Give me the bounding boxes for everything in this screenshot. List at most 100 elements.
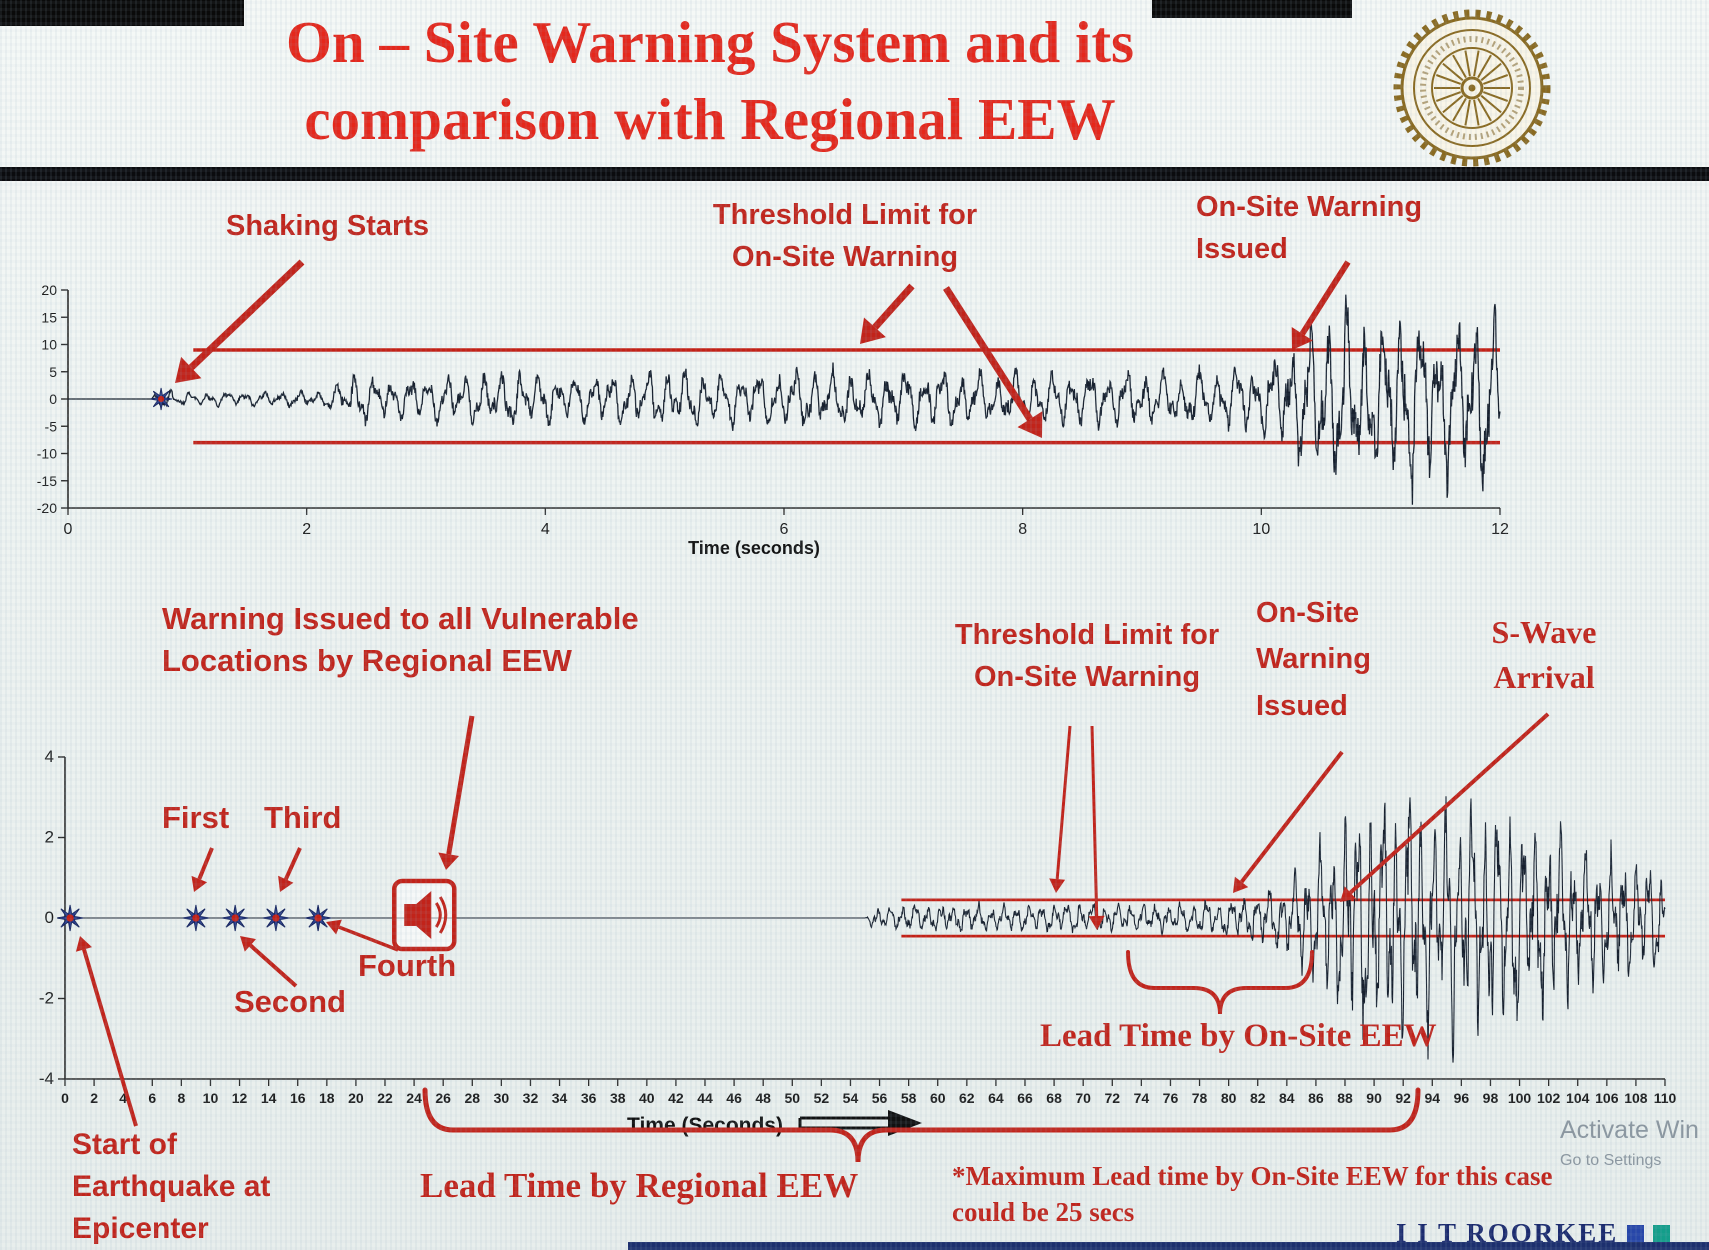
svg-text:44: 44 — [697, 1090, 713, 1106]
svg-text:100: 100 — [1508, 1090, 1532, 1106]
iit-roorkee-logo — [1393, 9, 1551, 167]
svg-text:-5: -5 — [45, 418, 58, 434]
svg-text:-20: -20 — [37, 500, 57, 516]
logo-arc-text — [1420, 36, 1524, 140]
iit-roorkee-wordmark: I I T ROORKEE — [1396, 1218, 1619, 1248]
logo-gear-ring — [1393, 9, 1551, 167]
logo-chakra-spokes — [1434, 50, 1510, 126]
x-axis-label: Time (Seconds) — [627, 1114, 783, 1137]
label-p-wave-fourth: Fourth — [358, 948, 457, 983]
svg-text:48: 48 — [755, 1090, 771, 1106]
time-axis-arrow-icon — [798, 1110, 922, 1136]
svg-text:8: 8 — [1018, 521, 1027, 538]
label-onsite-warning-issued-top: On-Site Warning Issued — [1196, 191, 1423, 266]
svg-text:106: 106 — [1595, 1090, 1619, 1106]
svg-text:56: 56 — [872, 1090, 888, 1106]
label-lead-time-onsite: Lead Time by On-Site EEW — [1040, 1018, 1437, 1054]
label-epicenter: Start of Earthquake at Epicenter — [72, 1128, 271, 1245]
svg-text:88: 88 — [1337, 1090, 1353, 1106]
svg-text:4: 4 — [119, 1090, 127, 1106]
p-wave-star-marker — [150, 387, 173, 411]
label-s-wave-arrival: S-Wave Arrival — [1491, 614, 1597, 695]
label-regional-warning: Warning Issued to all Vulnerable Locatio… — [162, 601, 639, 678]
regional-vs-onsite-timeline-chart: 420-2-40 2 4 6 8 10 12 14 16 18 20 22 24 26 28 30 32 34 36… — [39, 747, 1677, 1137]
svg-text:64: 64 — [988, 1090, 1004, 1106]
label-threshold-limit-bottom: Threshold Limit for On-Site Warning — [954, 619, 1220, 694]
svg-text:54: 54 — [843, 1090, 859, 1106]
regional-warning-icon — [392, 878, 457, 952]
label-p-wave-first: First — [162, 800, 230, 835]
seismogram-waveform — [68, 294, 1501, 505]
svg-text:38: 38 — [610, 1090, 626, 1106]
svg-text:10: 10 — [203, 1090, 219, 1106]
p-wave-star-marker — [262, 904, 289, 932]
svg-text:2: 2 — [302, 521, 311, 538]
brand-square-teal-icon — [1653, 1225, 1671, 1242]
svg-text:104: 104 — [1566, 1090, 1590, 1106]
svg-text:8: 8 — [177, 1090, 185, 1106]
svg-text:5: 5 — [49, 364, 57, 380]
svg-text:2: 2 — [90, 1090, 98, 1106]
svg-text:82: 82 — [1250, 1090, 1266, 1106]
svg-text:10: 10 — [1252, 521, 1270, 538]
p-wave-star-marker — [222, 904, 249, 932]
svg-text:-4: -4 — [39, 1069, 54, 1088]
svg-text:30: 30 — [494, 1090, 510, 1106]
svg-text:108: 108 — [1624, 1090, 1648, 1106]
svg-text:72: 72 — [1104, 1090, 1120, 1106]
watermark-line2: Go to Settings — [1560, 1152, 1662, 1169]
header-divider-bar — [0, 167, 1709, 181]
svg-text:12: 12 — [232, 1090, 248, 1106]
label-lead-time-regional: Lead Time by Regional EEW — [420, 1166, 859, 1205]
svg-text:0: 0 — [45, 908, 54, 927]
svg-text:98: 98 — [1483, 1090, 1499, 1106]
svg-text:28: 28 — [464, 1090, 480, 1106]
svg-text:20: 20 — [41, 282, 57, 298]
svg-text:102: 102 — [1537, 1090, 1561, 1106]
svg-text:-2: -2 — [39, 989, 54, 1008]
svg-text:40: 40 — [639, 1090, 655, 1106]
label-threshold-limit-top: Threshold Limit for On-Site Warning — [712, 199, 978, 274]
svg-text:78: 78 — [1192, 1090, 1208, 1106]
top-right-black-bar — [1152, 0, 1352, 18]
svg-text:76: 76 — [1163, 1090, 1179, 1106]
bottom-blue-strip — [628, 1242, 1709, 1250]
svg-text:58: 58 — [901, 1090, 917, 1106]
svg-text:26: 26 — [435, 1090, 451, 1106]
svg-text:15: 15 — [41, 309, 57, 325]
svg-text:34: 34 — [552, 1090, 568, 1106]
label-p-wave-second: Second — [234, 984, 346, 1019]
svg-text:24: 24 — [406, 1090, 422, 1106]
svg-text:18: 18 — [319, 1090, 335, 1106]
svg-text:110: 110 — [1654, 1090, 1677, 1106]
windows-activation-watermark: Activate Win Go to Settings — [1560, 1116, 1699, 1170]
svg-text:4: 4 — [45, 747, 54, 766]
svg-text:96: 96 — [1454, 1090, 1470, 1106]
watermark-line1: Activate Win — [1560, 1116, 1699, 1144]
svg-text:0: 0 — [61, 1090, 69, 1106]
svg-text:52: 52 — [814, 1090, 830, 1106]
svg-text:68: 68 — [1046, 1090, 1062, 1106]
label-p-wave-third: Third — [264, 800, 342, 835]
svg-text:-10: -10 — [37, 446, 57, 462]
label-shaking-starts: Shaking Starts — [226, 210, 430, 242]
p-wave-star-marker — [182, 904, 209, 932]
svg-text:6: 6 — [780, 521, 789, 538]
svg-text:0: 0 — [64, 521, 73, 538]
svg-text:-15: -15 — [37, 473, 57, 489]
svg-text:20: 20 — [348, 1090, 364, 1106]
svg-text:46: 46 — [726, 1090, 742, 1106]
svg-text:14: 14 — [261, 1090, 277, 1106]
svg-text:90: 90 — [1366, 1090, 1382, 1106]
svg-text:4: 4 — [541, 521, 550, 538]
svg-text:74: 74 — [1134, 1090, 1150, 1106]
label-onsite-warning-issued-bottom: On-Site Warning Issued — [1256, 597, 1371, 722]
seismogram-waveform — [65, 796, 1666, 1063]
svg-text:62: 62 — [959, 1090, 975, 1106]
svg-text:66: 66 — [1017, 1090, 1033, 1106]
slide-title: On – Site Warning System and its compari… — [285, 9, 1134, 152]
footer-brand: I I T ROORKEE — [1396, 1218, 1671, 1249]
svg-text:32: 32 — [523, 1090, 539, 1106]
svg-text:80: 80 — [1221, 1090, 1237, 1106]
onsite-warning-accelerogram-chart: 20 15 10 5 0 -5 -10 -15 -20 0 2 4 6 8 10 12 Time (second… — [37, 282, 1509, 558]
